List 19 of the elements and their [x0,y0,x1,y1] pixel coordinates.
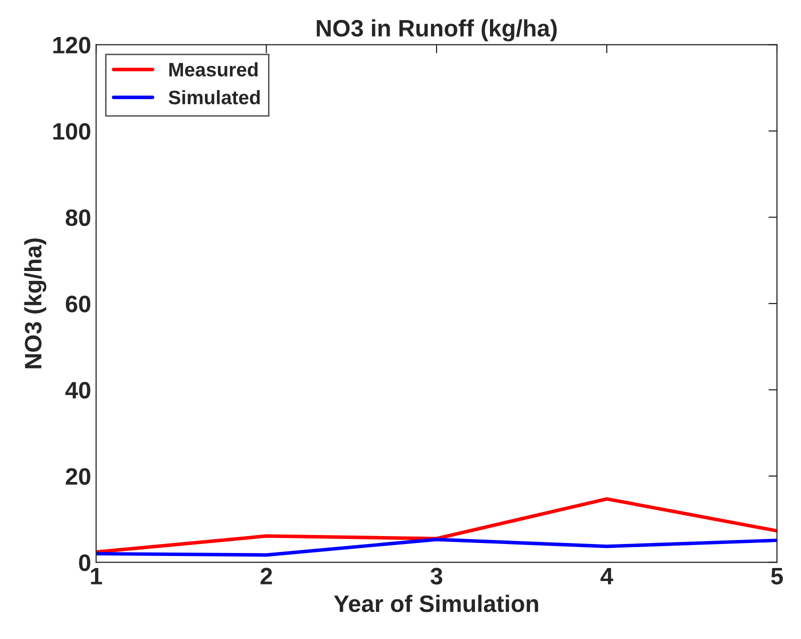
x-tick-label: 5 [771,568,783,585]
line-series [96,538,777,557]
y-axis-title: NO3 (kg/ha) [24,238,46,368]
y-tick-label: 100 [53,123,90,140]
x-tick-label: 3 [430,568,442,585]
line-series [96,497,777,554]
chart-title: NO3 in Runoff (kg/ha) [316,19,557,42]
y-tick-label: 80 [66,209,90,226]
y-tick-label: 0 [79,554,90,572]
y-tick-label: 40 [65,382,90,399]
x-tick-label: 1 [91,568,102,584]
y-tick-label: 120 [53,36,90,54]
x-tick-label: 4 [600,568,614,584]
y-tick-label: 60 [66,296,90,312]
legend-label: Simulated [168,90,260,104]
x-axis-title: Year of Simulation [334,594,538,612]
y-tick-label: 20 [66,468,90,485]
legend-label: Measured [169,62,258,77]
x-tick-label: 2 [260,568,272,584]
